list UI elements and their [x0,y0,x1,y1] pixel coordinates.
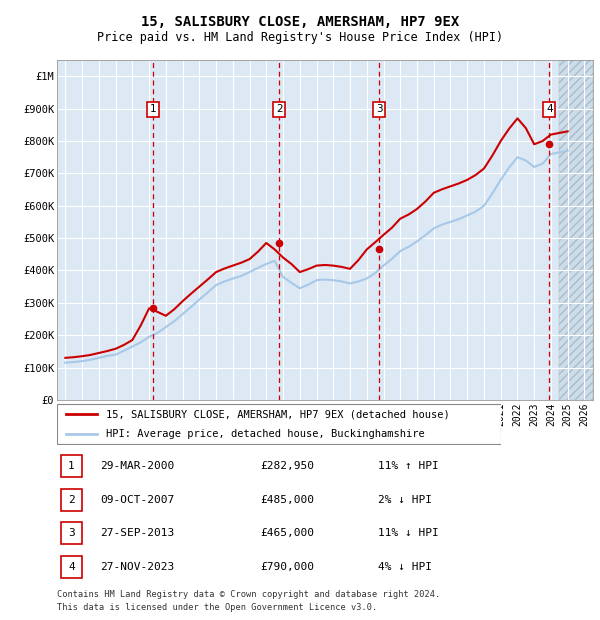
Text: 2: 2 [276,104,283,115]
Text: 2: 2 [68,495,75,505]
Text: 29-MAR-2000: 29-MAR-2000 [100,461,174,471]
Text: Contains HM Land Registry data © Crown copyright and database right 2024.: Contains HM Land Registry data © Crown c… [57,590,440,600]
FancyBboxPatch shape [61,523,82,544]
Text: £465,000: £465,000 [260,528,314,538]
FancyBboxPatch shape [61,556,82,578]
Text: 3: 3 [68,528,75,538]
Text: 4: 4 [68,562,75,572]
Text: 1: 1 [150,104,157,115]
Text: 15, SALISBURY CLOSE, AMERSHAM, HP7 9EX: 15, SALISBURY CLOSE, AMERSHAM, HP7 9EX [141,16,459,30]
Text: £282,950: £282,950 [260,461,314,471]
Text: 15, SALISBURY CLOSE, AMERSHAM, HP7 9EX (detached house): 15, SALISBURY CLOSE, AMERSHAM, HP7 9EX (… [106,409,449,419]
Text: Price paid vs. HM Land Registry's House Price Index (HPI): Price paid vs. HM Land Registry's House … [97,31,503,44]
Text: 11% ↓ HPI: 11% ↓ HPI [379,528,439,538]
Text: HPI: Average price, detached house, Buckinghamshire: HPI: Average price, detached house, Buck… [106,429,425,439]
FancyBboxPatch shape [61,489,82,510]
Text: £485,000: £485,000 [260,495,314,505]
Text: £790,000: £790,000 [260,562,314,572]
Text: 11% ↑ HPI: 11% ↑ HPI [379,461,439,471]
Text: 4% ↓ HPI: 4% ↓ HPI [379,562,433,572]
Text: 27-NOV-2023: 27-NOV-2023 [100,562,174,572]
Text: 2% ↓ HPI: 2% ↓ HPI [379,495,433,505]
FancyBboxPatch shape [57,404,501,445]
Text: 09-OCT-2007: 09-OCT-2007 [100,495,174,505]
Text: 4: 4 [546,104,553,115]
FancyBboxPatch shape [61,455,82,477]
Text: This data is licensed under the Open Government Licence v3.0.: This data is licensed under the Open Gov… [57,603,377,612]
Text: 3: 3 [376,104,382,115]
Text: 1: 1 [68,461,75,471]
Text: 27-SEP-2013: 27-SEP-2013 [100,528,174,538]
